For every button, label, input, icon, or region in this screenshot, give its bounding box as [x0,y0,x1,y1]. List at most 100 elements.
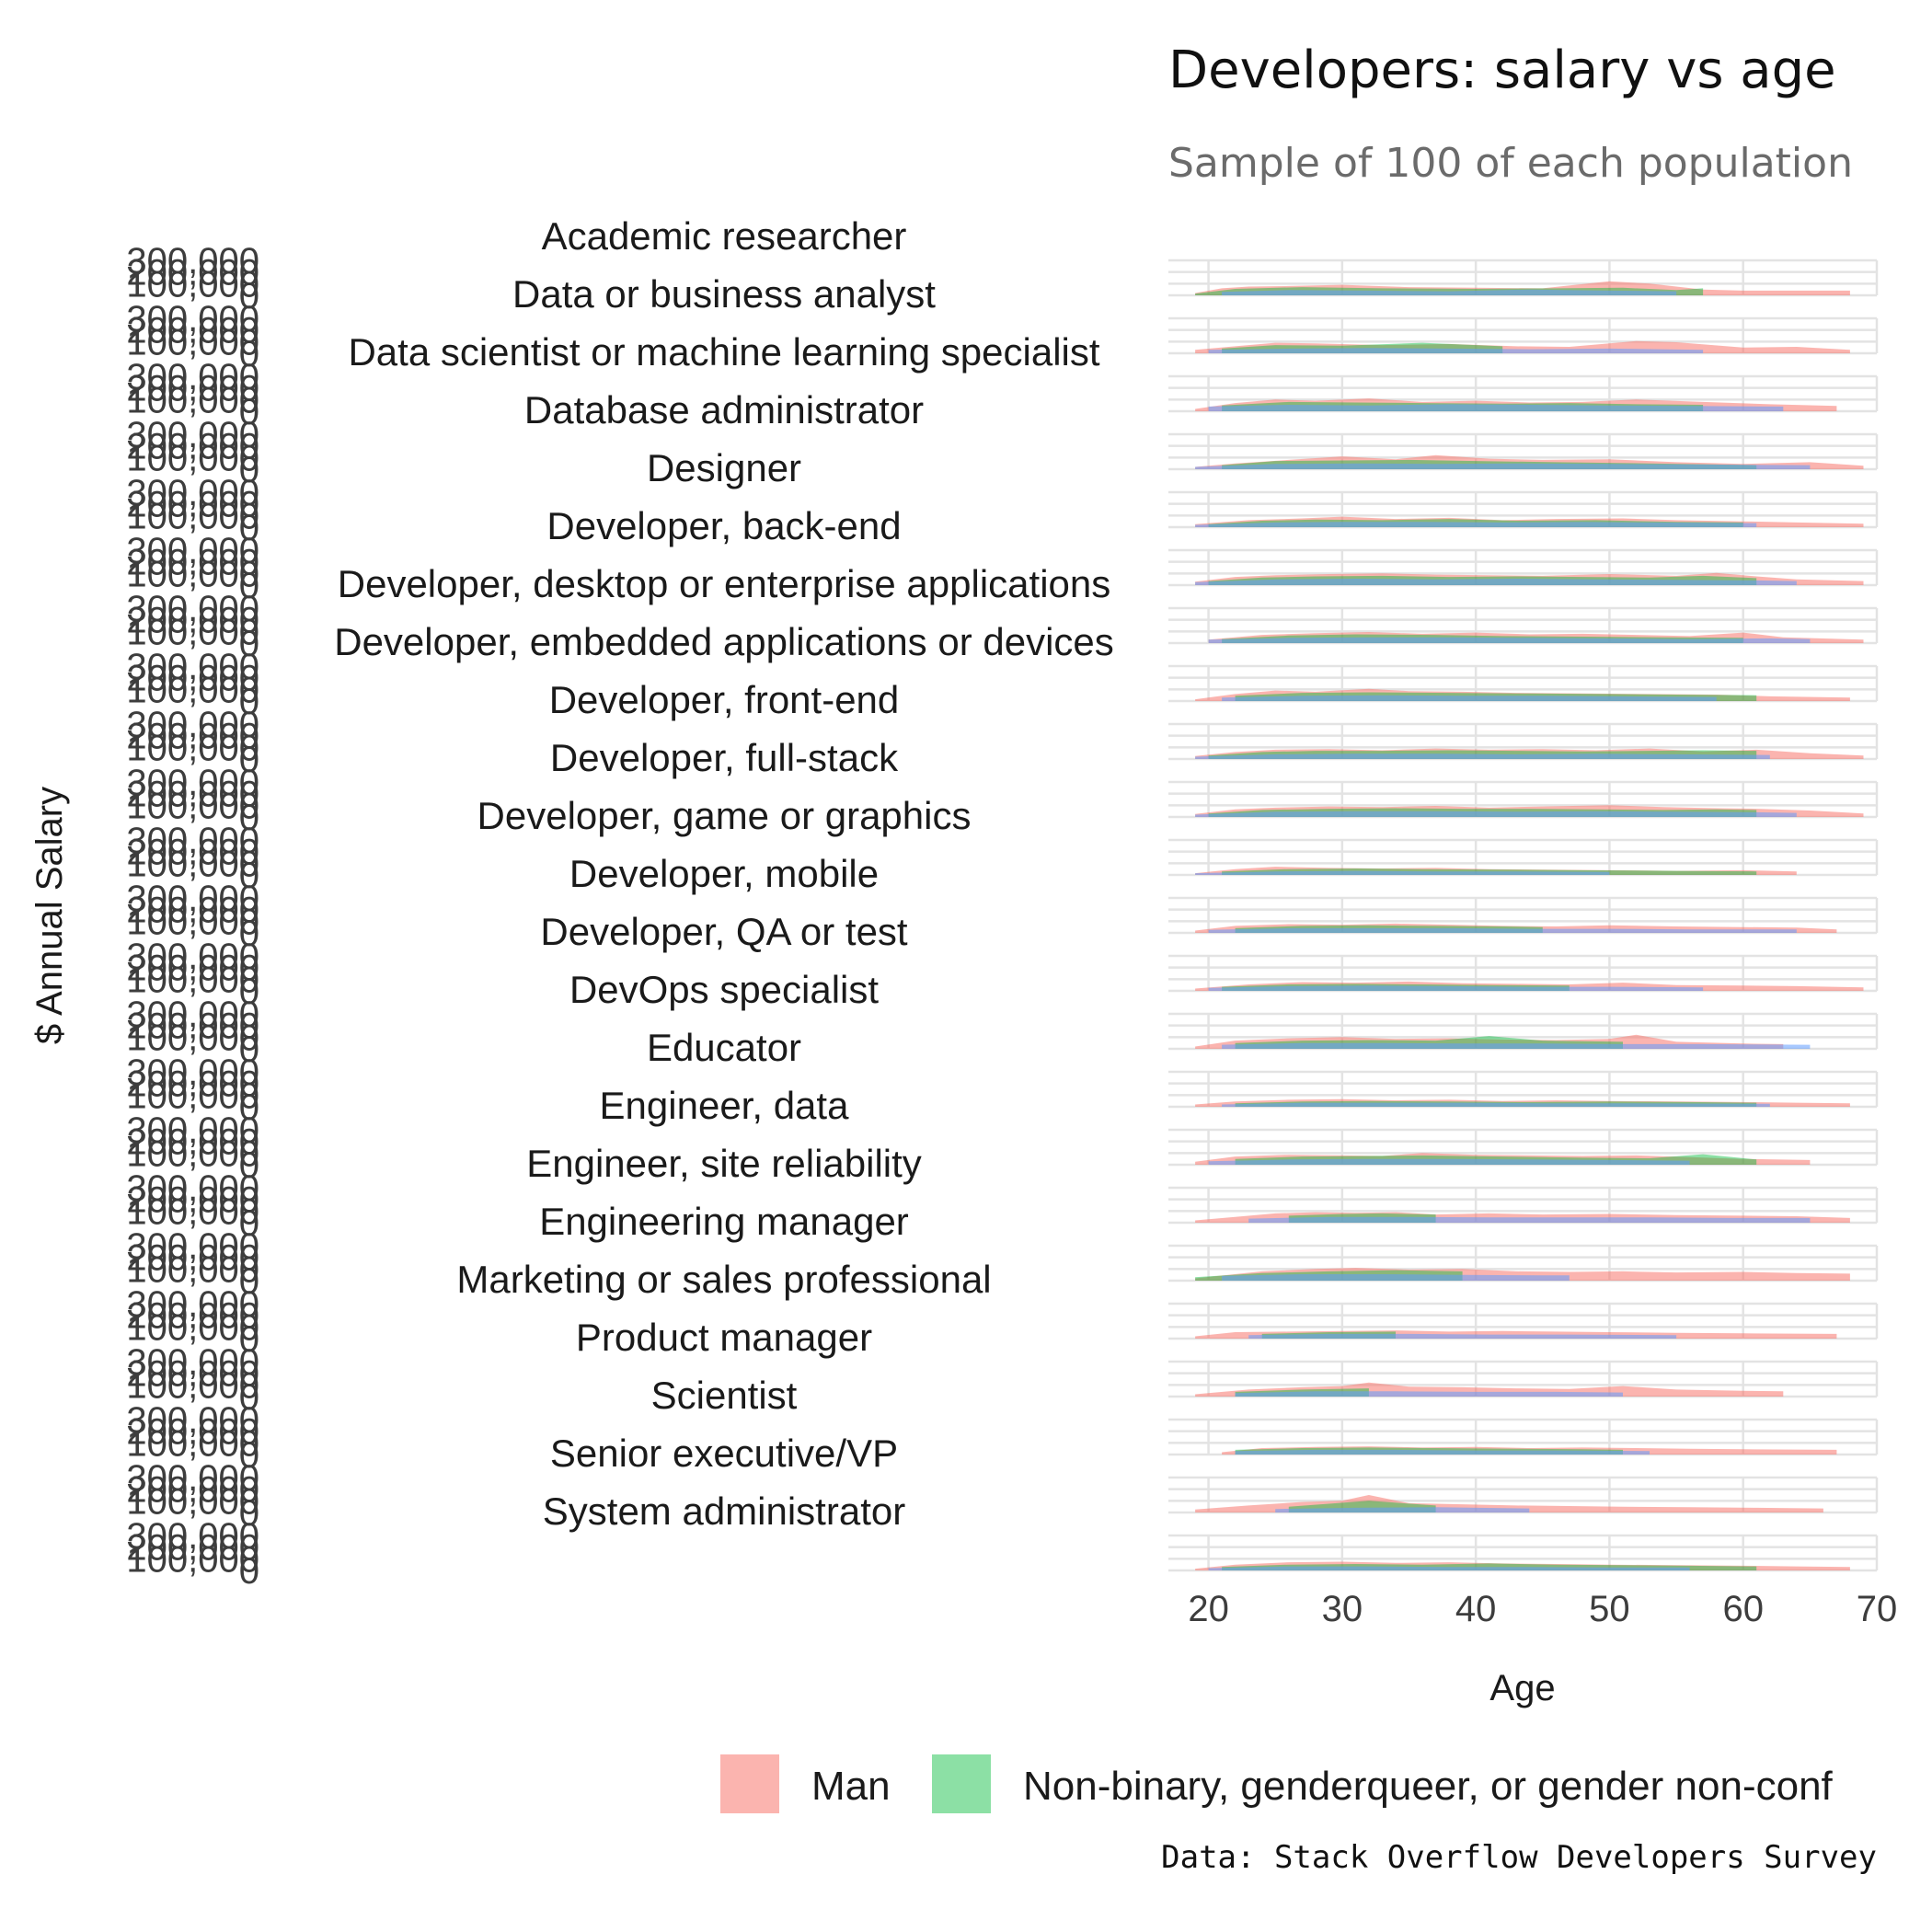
y-tick-label: 200,000 [126,775,259,815]
y-tick-label: 300,000 [126,1284,259,1325]
y-tick-label: 0 [239,566,259,606]
facet-strip-label: Developer, desktop or enterprise applica… [338,562,1111,605]
y-tick-label: 0 [239,276,259,316]
y-tick-label: 200,000 [126,253,259,293]
area-woman [1248,1216,1811,1223]
facet-strip-label: Product manager [576,1316,872,1359]
facet-strip-label: Engineering manager [539,1200,909,1243]
x-tick-label: 60 [1722,1589,1764,1629]
y-tick-label: 300,000 [126,299,259,339]
y-tick-label: 0 [239,1377,259,1418]
y-tick-label: 100,000 [126,1075,259,1116]
y-tick-label: 100,000 [126,612,259,652]
facet-strip-label: Designer [647,446,801,489]
y-tick-label: 300,000 [126,589,259,629]
facet-strip-label: Developer, embedded applications or devi… [334,620,1114,663]
y-tick-label: 200,000 [126,891,259,931]
area-woman [1275,1507,1530,1512]
facet-strip-label: Developer, back-end [546,504,901,547]
y-tick-label: 0 [239,972,259,1012]
facet-strip-label: DevOps specialist [569,968,879,1011]
facet-strip-label: Developer, full-stack [550,736,899,779]
facet-strip-label: System administrator [543,1489,905,1533]
y-tick-label: 0 [239,1493,259,1534]
y-tick-label: 300,000 [126,821,259,861]
facet-strip-label: Database administrator [524,388,924,431]
y-tick-label: 0 [239,798,259,838]
y-tick-label: 100,000 [126,1539,259,1580]
y-tick-label: 100,000 [126,728,259,768]
y-tick-label: 300,000 [126,1168,259,1209]
y-tick-label: 200,000 [126,1354,259,1395]
y-tick-label: 0 [239,1029,259,1070]
y-tick-label: 0 [239,624,259,664]
y-tick-label: 200,000 [126,1296,259,1337]
facet-strip-label: Engineer, data [600,1084,850,1127]
facet-strip-label: Senior executive/VP [550,1432,898,1475]
y-tick-label: 0 [239,1551,259,1592]
x-axis-ticks: 20 30 40 50 60 70 [1188,1589,1897,1629]
y-tick-label: 0 [239,856,259,896]
y-tick-label: 0 [239,1435,259,1476]
area-woman [1222,695,1717,701]
y-tick-label: 100,000 [126,438,259,478]
y-tick-label: 100,000 [126,1018,259,1058]
y-tick-label: 100,000 [126,844,259,884]
facet-strip-label: Developer, front-end [549,678,900,721]
y-tick-label: 200,000 [126,485,259,525]
facet-strip-label: Educator [647,1026,801,1069]
area-woman [1195,753,1770,759]
y-tick-label: 200,000 [126,601,259,641]
area-woman [1208,404,1784,411]
y-tick-label: 0 [239,914,259,954]
y-tick-label: 100,000 [126,554,259,594]
y-axis-label: $ Annual Salary [29,787,70,1044]
facet-strip-label: Data scientist or machine learning speci… [348,330,1099,374]
y-tick-label: 200,000 [126,1238,259,1279]
y-tick-label: 200,000 [126,369,259,409]
facet-strip-label: Marketing or sales professional [456,1258,991,1301]
y-tick-label: 100,000 [126,902,259,942]
legend-key-nonbinary [932,1754,991,1813]
area-woman [1222,1274,1570,1281]
x-tick-label: 20 [1188,1589,1229,1629]
area-woman [1208,1158,1690,1165]
y-tick-label: 0 [239,508,259,548]
facet-strip-label: Scientist [651,1374,798,1417]
y-tick-label: 300,000 [126,995,259,1035]
area-woman [1248,1333,1677,1339]
y-tick-label: 100,000 [126,1307,259,1348]
area-woman [1208,637,1811,643]
y-tick-label: 100,000 [126,1133,259,1174]
x-tick-label: 30 [1322,1589,1363,1629]
area-woman [1235,1449,1650,1455]
y-tick-label: 0 [239,682,259,722]
area-woman [1195,870,1610,875]
x-axis-label: Age [1489,1668,1555,1708]
y-tick-label: 200,000 [126,1412,259,1453]
facet-strip-label: Academic researcher [542,214,907,258]
y-tick-label: 200,000 [126,949,259,989]
y-tick-label: 300,000 [126,937,259,977]
y-tick-label: 100,000 [126,786,259,826]
y-tick-label: 300,000 [126,879,259,919]
y-tick-label: 300,000 [126,1226,259,1267]
chart-title: Developers: salary vs age [1168,40,1836,100]
y-tick-label: 100,000 [126,1249,259,1290]
y-tick-label: 300,000 [126,1400,259,1441]
y-tick-label: 0 [239,1319,259,1360]
y-tick-label: 0 [239,1087,259,1128]
